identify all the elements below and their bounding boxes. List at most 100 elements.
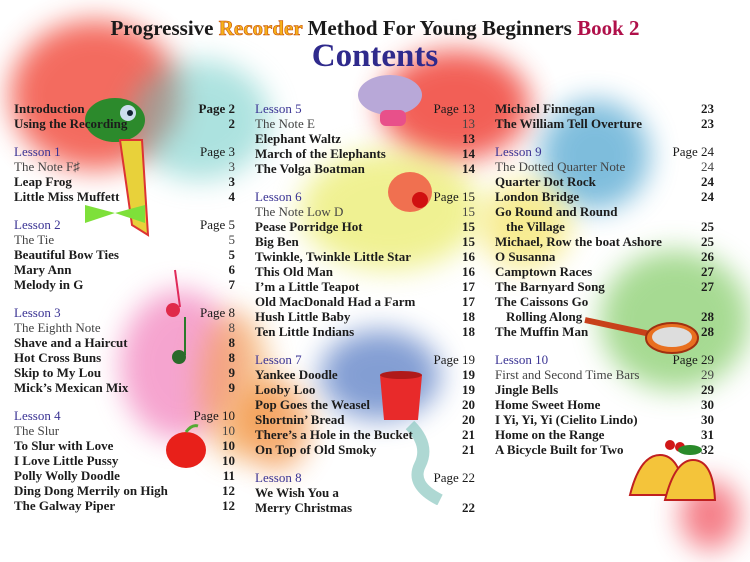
title-text: Progressive: [110, 16, 219, 40]
lesson-heading: Lesson 3 Page 8: [14, 305, 235, 320]
entry-page: 29: [701, 382, 714, 397]
entry-page: 28: [701, 324, 714, 339]
entry-page: 30: [701, 412, 714, 427]
entry-title: The William Tell Overture: [495, 116, 642, 131]
contents-entry: I Love Little Pussy 10: [14, 453, 235, 468]
contents-column-2: Lesson 5 Page 13 The Note E 13 Elephant Walt…: [255, 101, 475, 528]
entry-page: 23: [701, 116, 714, 131]
lesson-heading: Lesson 6 Page 15: [255, 189, 475, 204]
contents-entry: To Slur with Love 10: [14, 438, 235, 453]
entry-page: 8: [228, 350, 236, 365]
contents-entry: Home on the Range 31: [495, 427, 714, 442]
entry-page: 19: [462, 367, 475, 382]
contents-entry: The William Tell Overture 23: [495, 116, 714, 131]
contents-entry: Skip to My Lou 9: [14, 365, 235, 380]
entry-title: The Dotted Quarter Note: [495, 159, 626, 174]
entry-title: Mary Ann: [14, 262, 72, 277]
contents-group: Lesson 10 Page 29 First and Second Time Ba…: [495, 352, 714, 457]
entry-title: The Note Low D: [255, 204, 344, 219]
entry-page: 23: [701, 101, 714, 116]
entry-page: 17: [462, 279, 475, 294]
entry-page: 30: [701, 397, 714, 412]
entry-title: Rolling Along: [506, 309, 583, 324]
lesson-heading: Lesson 2 Page 5: [14, 217, 235, 232]
music-note-red-icon: [166, 269, 186, 364]
entry-title: There’s a Hole in the Bucket: [255, 427, 413, 442]
entry-title: Mick’s Mexican Mix: [14, 380, 129, 395]
entry-page: 11: [222, 468, 235, 483]
contents-entry: Using the Recording 2: [14, 116, 235, 131]
contents-entry: Introduction Page 2: [14, 101, 235, 116]
entry-title: The Volga Boatman: [255, 161, 365, 176]
entry-title: Lesson 2: [14, 217, 61, 232]
entry-page: 15: [462, 204, 475, 219]
entry-title: Introduction: [14, 101, 85, 116]
entry-page: 5: [228, 247, 236, 262]
bucket-illustration: [380, 371, 443, 505]
entry-page: 13: [462, 116, 475, 131]
contents-entry: Hush Little Baby 18: [255, 309, 475, 324]
contents-entry: Michael Finnegan 23: [495, 101, 714, 116]
contents-entry: The Galway Piper 12: [14, 498, 235, 513]
contents-entry: Old MacDonald Had a Farm 17: [255, 294, 475, 309]
entry-title: I Love Little Pussy: [14, 453, 119, 468]
contents-group: Lesson 8 Page 22 We Wish You a Merry Christ…: [255, 470, 475, 515]
entry-page: Page 8: [199, 305, 235, 320]
entry-page: 25: [701, 234, 714, 249]
contents-entry: Hot Cross Buns 8: [14, 350, 235, 365]
entry-title: Jingle Bells: [495, 382, 559, 397]
entry-page: 19: [462, 382, 475, 397]
entry-page: Page 15: [433, 189, 475, 204]
lesson-heading: Lesson 5 Page 13: [255, 101, 475, 116]
contents-entry: This Old Man 16: [255, 264, 475, 279]
entry-title: I’m a Little Teapot: [255, 279, 360, 294]
lesson-heading: Lesson 10 Page 29: [495, 352, 714, 367]
entry-page: 25: [701, 219, 714, 234]
entry-title: This Old Man: [255, 264, 334, 279]
entry-title: Ten Little Indians: [255, 324, 355, 339]
entry-page: 27: [701, 264, 714, 279]
entry-page: Page 19: [433, 352, 475, 367]
entry-page: Page 10: [193, 408, 235, 423]
entry-page: Page 29: [672, 352, 714, 367]
contents-entry: Shortnin’ Bread 20: [255, 412, 475, 427]
entry-title: Skip to My Lou: [14, 365, 102, 380]
banjo-illustration: [584, 317, 699, 354]
entry-page: Page 5: [199, 217, 235, 232]
entry-title: Elephant Waltz: [255, 131, 342, 146]
contents-entry: Yankee Doodle 19: [255, 367, 475, 382]
book-title: Progressive Recorder Method For Young Be…: [0, 16, 750, 41]
contents-group: Lesson 6 Page 15 The Note Low D 15 Pease Por…: [255, 189, 475, 339]
entry-page: 8: [228, 335, 236, 350]
frog-illustration: [85, 98, 150, 237]
entry-title: Michael Finnegan: [495, 101, 596, 116]
contents-group: Lesson 3 Page 8 The Eighth Note 8 Shave and …: [14, 305, 235, 395]
contents-group: Lesson 7 Page 19 Yankee Doodle 19 Looby Loo 1…: [255, 352, 475, 457]
entry-title: The Tie: [14, 232, 55, 247]
entry-title: Hush Little Baby: [255, 309, 351, 324]
contents-group: Lesson 9 Page 24 The Dotted Quarter Note 24…: [495, 144, 714, 339]
entry-title: Using the Recording: [14, 116, 128, 131]
contents-column-1: Introduction Page 2 Using the Recording 2 Le…: [14, 101, 235, 526]
entry-title: Beautiful Bow Ties: [14, 247, 119, 262]
contents-entry: The Note Low D 15: [255, 204, 475, 219]
entry-page: 16: [462, 249, 475, 264]
entry-page: Page 22: [433, 470, 475, 485]
contents-entry: Michael, Row the boat Ashore 25: [495, 234, 714, 249]
entry-page: 21: [462, 442, 475, 457]
contents-entry: Big Ben 15: [255, 234, 475, 249]
entry-title: Michael, Row the boat Ashore: [495, 234, 662, 249]
entry-title: Home on the Range: [495, 427, 605, 442]
entry-title: O Susanna: [495, 249, 556, 264]
title-text: Method For Young Beginners: [302, 16, 578, 40]
christmas-bells-illustration: [628, 440, 717, 501]
contents-entry: On Top of Old Smoky 21: [255, 442, 475, 457]
entry-page: 10: [222, 438, 235, 453]
entry-title: I Yi, Yi, Yi (Cielito Lindo): [495, 412, 638, 427]
contents-entry: The Barnyard Song 27: [495, 279, 714, 294]
contents-group: Lesson 1 Page 3 The Note F♯ 3 Leap Frog 3 Litt…: [14, 144, 235, 204]
contents-group: Lesson 5 Page 13 The Note E 13 Elephant Walt…: [255, 101, 475, 176]
lesson-heading: Lesson 9 Page 24: [495, 144, 714, 159]
contents-entry: The Volga Boatman 14: [255, 161, 475, 176]
entry-page: 6: [228, 262, 236, 277]
